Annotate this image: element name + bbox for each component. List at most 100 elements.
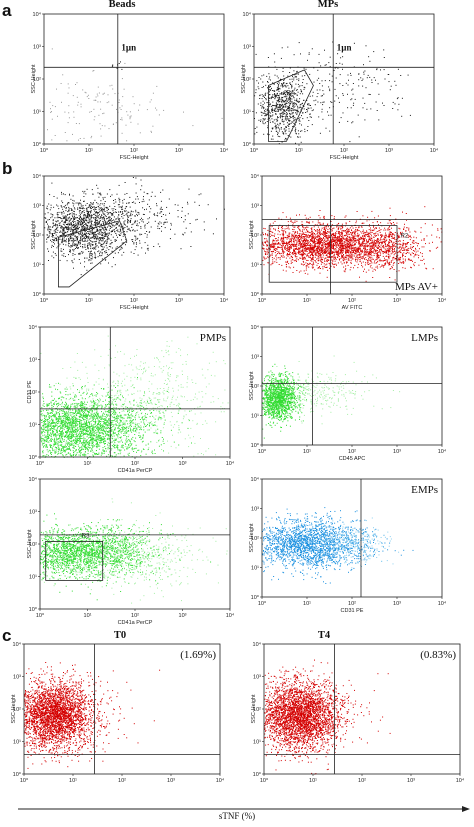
panel-letter-c: c	[2, 627, 11, 644]
y-tick-label: 10⁰	[251, 594, 260, 601]
x-tick-label: 10⁴	[430, 147, 439, 154]
y-tick-label: 10³	[243, 45, 251, 51]
x-tick-label: 10²	[131, 613, 139, 619]
x-tick-label: 10³	[393, 601, 401, 607]
dot-cloud	[262, 210, 439, 278]
y-tick-label: 10⁴	[33, 173, 42, 180]
plot-title-mps: MPs	[298, 0, 358, 10]
x-tick-label: 10²	[130, 298, 138, 304]
y-tick-label: 10³	[251, 355, 259, 361]
dot-plot-t4: (0.83%) 10⁰ 10⁰ 10¹ 10¹ 10² 10² 10³ 10³ 10⁴ 10⁴ SSC…	[250, 641, 465, 796]
y-tick-label: 10⁴	[251, 324, 260, 331]
dot-plot-beads: 1µn 10⁰ 10⁰ 10¹ 10¹ 10² 10² 10³ 10³ 10⁴ 10⁴ FSC-Hei…	[30, 11, 229, 166]
stnf-axis-arrow	[18, 806, 470, 812]
gate-polygon	[267, 69, 314, 142]
dot-cloud	[328, 206, 443, 282]
x-tick-label: 10⁰	[40, 297, 49, 304]
dot-cloud	[264, 659, 368, 775]
y-tick-label: 10¹	[29, 423, 37, 429]
population-label: (0.83%)	[420, 649, 456, 661]
y-tick-label: 10²	[251, 384, 259, 390]
x-tick-label: 10³	[167, 778, 175, 784]
y-axis-label: SSC-Height	[31, 64, 37, 94]
y-tick-label: 10⁰	[251, 291, 260, 298]
y-tick-label: 10⁴	[13, 641, 22, 648]
dot-cloud	[254, 41, 411, 143]
y-tick-label: 10³	[33, 204, 41, 210]
y-tick-label: 10¹	[251, 263, 259, 269]
y-axis-label: SSC-Height	[249, 371, 255, 401]
y-axis-label: SSC-Height	[241, 64, 247, 94]
x-tick-label: 10¹	[303, 298, 311, 304]
x-axis-label: CD41a PerCP	[118, 468, 153, 474]
x-tick-label: 10¹	[85, 148, 93, 154]
dot-plot-lmps: LMPs 10⁰ 10⁰ 10¹ 10¹ 10² 10² 10³ 10³ 10⁴ 10⁴ CD45 A…	[248, 324, 447, 467]
y-tick-label: 10¹	[253, 740, 261, 746]
y-tick-label: 10⁴	[33, 11, 42, 18]
dot-cloud	[47, 48, 223, 142]
y-tick-label: 10¹	[33, 110, 41, 116]
dot-plot-pmps: PMPs 10⁰ 10⁰ 10¹ 10¹ 10² 10² 10³ 10³ 10⁴ 10⁴ CD41a …	[26, 324, 235, 479]
x-tick-label: 10⁴	[438, 600, 447, 607]
x-tick-label: 10⁰	[250, 147, 259, 154]
y-axis-label: SSC-Height	[31, 220, 37, 250]
x-tick-label: 10⁴	[226, 612, 235, 619]
x-tick-label: 10³	[393, 449, 401, 455]
y-tick-label: 10²	[251, 536, 259, 542]
y-tick-label: 10³	[33, 45, 41, 51]
x-tick-label: 10²	[340, 148, 348, 154]
y-tick-label: 10³	[251, 507, 259, 513]
x-tick-label: 10⁴	[220, 147, 229, 154]
x-axis-label: FSC-Height	[120, 305, 149, 311]
dot-plot-gate-r3: R3 10⁰ 10⁰ 10¹ 10¹ 10² 10² 10³ 10³ 10⁴ 10⁴ CD41a Pe…	[26, 476, 235, 631]
y-tick-label: 10²	[251, 233, 259, 239]
gate-region-label: R3	[82, 534, 90, 540]
x-tick-label: 10²	[118, 778, 126, 784]
dot-cloud	[262, 363, 321, 439]
x-tick-label: 10³	[175, 298, 183, 304]
gate-region-label: R2	[401, 233, 409, 239]
x-tick-label: 10⁰	[260, 777, 269, 784]
plot-title-t0: T0	[90, 630, 150, 641]
bead-size-label: 1µn	[337, 42, 352, 52]
y-tick-label: 10¹	[251, 566, 259, 572]
gate-rectangle	[45, 541, 104, 581]
x-tick-label: 10²	[358, 778, 366, 784]
y-tick-label: 10⁴	[29, 324, 38, 331]
x-tick-label: 10⁴	[438, 448, 447, 455]
y-tick-label: 10¹	[243, 110, 251, 116]
x-tick-label: 10³	[179, 613, 187, 619]
gate-region-label: R1	[89, 253, 97, 259]
plot-frame	[261, 478, 443, 598]
y-tick-label: 10⁰	[251, 442, 260, 449]
dot-cloud	[40, 513, 212, 601]
x-tick-label: 10¹	[85, 298, 93, 304]
x-tick-label: 10²	[131, 461, 139, 467]
y-tick-label: 10¹	[29, 575, 37, 581]
dot-plot-mps: R4 1µn 10⁰ 10⁰ 10¹ 10¹ 10² 10² 10³ 10³ 10⁴ 10⁴ FSC-H…	[240, 11, 439, 166]
dot-plot-fsc-ssc-gate-r1: R1 10⁰ 10⁰ 10¹ 10¹ 10² 10² 10³ 10³ 10⁴ 10⁴ FSC-Heig…	[30, 173, 229, 316]
y-tick-label: 10⁰	[29, 606, 38, 613]
panel-letter-b: b	[2, 160, 12, 177]
y-tick-label: 10⁰	[243, 141, 252, 148]
y-tick-label: 10²	[33, 233, 41, 239]
y-axis-label: SSC-Height	[251, 694, 257, 724]
y-axis-label: SSC-Height	[249, 523, 255, 553]
y-tick-label: 10⁴	[243, 11, 252, 18]
y-tick-label: 10³	[29, 358, 37, 364]
y-tick-label: 10²	[13, 707, 21, 713]
x-tick-label: 10²	[348, 449, 356, 455]
x-tick-label: 10³	[407, 778, 415, 784]
x-tick-label: 10²	[348, 601, 356, 607]
y-tick-label: 10⁴	[253, 641, 262, 648]
y-tick-label: 10²	[29, 542, 37, 548]
dot-cloud	[262, 507, 414, 584]
dot-cloud	[40, 377, 192, 458]
dot-cloud	[41, 498, 228, 604]
population-label: EMPs	[411, 484, 438, 496]
dot-plot-t0: (1.69%) 10⁰ 10⁰ 10¹ 10¹ 10² 10² 10³ 10³ 10⁴ 10⁴ SSC…	[10, 641, 225, 796]
